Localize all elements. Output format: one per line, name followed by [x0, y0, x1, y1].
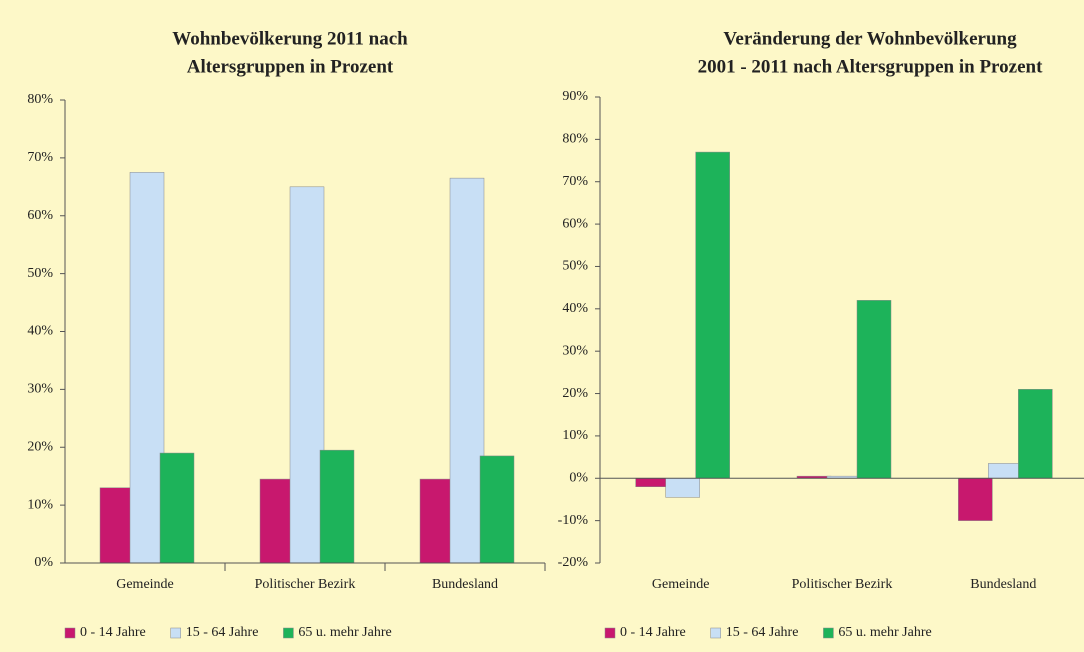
- y-tick-label: 10%: [27, 497, 53, 512]
- legend-swatch: [823, 627, 834, 639]
- chart-title: Veränderung der Wohnbevölkerung: [723, 28, 1017, 49]
- legend-label: 65 u. mehr Jahre: [838, 625, 931, 640]
- y-tick-label: 80%: [562, 132, 588, 147]
- y-tick-label: 40%: [562, 301, 588, 316]
- bar: [479, 455, 515, 564]
- legend-label: 65 u. mehr Jahre: [298, 625, 391, 640]
- y-tick-label: 60%: [27, 208, 53, 223]
- y-tick-label: 0%: [569, 470, 588, 485]
- bar: [99, 487, 135, 564]
- y-tick-label: 30%: [27, 382, 53, 397]
- legend-swatch: [604, 627, 616, 639]
- y-tick-label: 20%: [562, 386, 588, 401]
- bar: [319, 449, 355, 564]
- chart-title: Altersgruppen in Prozent: [187, 56, 394, 77]
- bar: [419, 478, 455, 564]
- y-tick-label: 20%: [27, 439, 53, 454]
- x-tick-label: Politischer Bezirk: [255, 577, 356, 592]
- bar: [988, 463, 1023, 479]
- x-tick-label: Politischer Bezirk: [792, 577, 893, 592]
- y-tick-label: 0%: [34, 555, 53, 570]
- bar: [665, 478, 700, 498]
- legend-label: 0 - 14 Jahre: [80, 625, 146, 640]
- bar: [129, 172, 165, 564]
- x-tick-label: Bundesland: [970, 577, 1036, 592]
- bar: [1018, 389, 1053, 479]
- y-tick-label: 40%: [27, 324, 53, 339]
- legend-swatch: [710, 627, 721, 639]
- y-tick-label: 50%: [27, 266, 53, 281]
- x-tick-label: Gemeinde: [116, 577, 174, 592]
- legend-label: 0 - 14 Jahre: [620, 625, 686, 640]
- legend-label: 15 - 64 Jahre: [186, 625, 259, 640]
- bar: [958, 478, 993, 521]
- chart-title: Wohnbevölkerung 2011 nach: [172, 28, 408, 49]
- bar: [856, 300, 892, 479]
- y-tick-label: -20%: [558, 555, 589, 570]
- x-tick-label: Gemeinde: [652, 577, 710, 592]
- legend-label: 15 - 64 Jahre: [726, 625, 799, 640]
- y-tick-label: 70%: [562, 174, 588, 189]
- y-tick-label: -10%: [558, 513, 589, 528]
- bar: [159, 452, 195, 564]
- y-tick-label: 30%: [562, 343, 588, 358]
- bar: [449, 177, 485, 564]
- y-tick-label: 80%: [27, 92, 53, 107]
- bar: [635, 478, 670, 487]
- bar: [695, 151, 730, 479]
- y-tick-label: 10%: [562, 428, 588, 443]
- y-tick-label: 70%: [27, 150, 53, 165]
- bar: [259, 478, 295, 564]
- legend-swatch: [170, 627, 181, 639]
- y-tick-label: 90%: [562, 89, 588, 104]
- bar: [289, 186, 325, 564]
- y-tick-label: 50%: [562, 259, 588, 274]
- chart-title: 2001 - 2011 nach Altersgruppen in Prozen…: [698, 56, 1043, 77]
- x-tick-label: Bundesland: [432, 577, 498, 592]
- legend-swatch: [283, 627, 294, 639]
- y-tick-label: 60%: [562, 216, 588, 231]
- legend-swatch: [64, 627, 76, 639]
